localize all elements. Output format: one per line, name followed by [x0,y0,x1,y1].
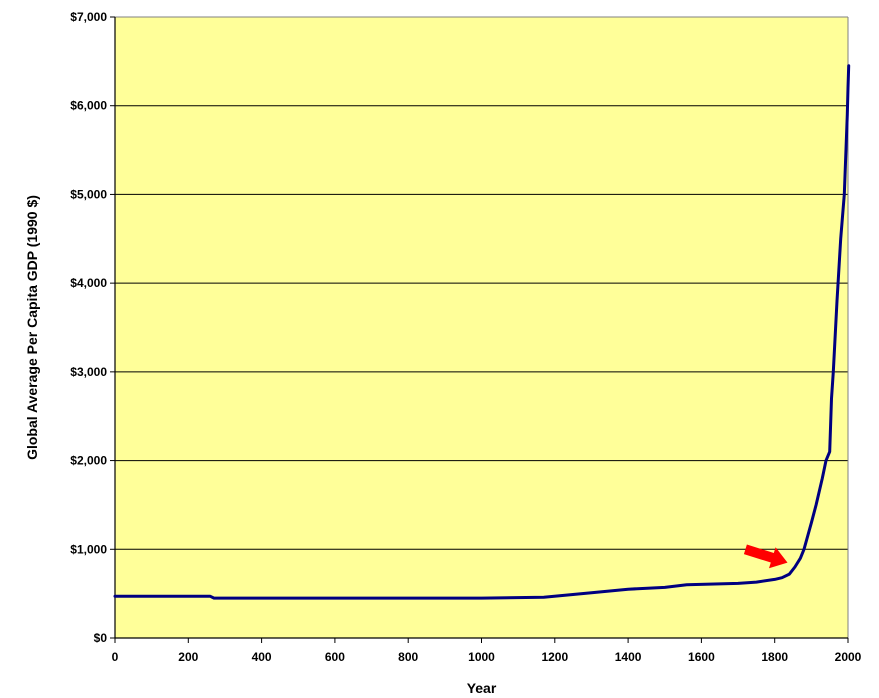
series-line-0 [113,64,851,600]
x-tick-label-8: 1600 [688,650,715,664]
x-tick-label-0: 0 [112,650,119,664]
y-tick-label-3: $3,000 [70,365,107,379]
x-axis-title: Year [467,680,497,696]
y-tick-label-2: $2,000 [70,454,107,468]
x-tick-label-5: 1000 [468,650,495,664]
x-tick-label-2: 400 [252,650,272,664]
annotation-arrow-0 [743,544,788,569]
y-tick-label-0: $0 [94,631,108,645]
y-tick-label-7: $7,000 [70,10,107,24]
x-tick-label-9: 1800 [761,650,788,664]
x-tick-label-10: 2000 [835,650,862,664]
y-axis-title: Global Average Per Capita GDP (1990 $) [24,195,40,460]
x-tick-label-7: 1400 [615,650,642,664]
y-tick-label-5: $5,000 [70,187,107,201]
y-tick-label-1: $1,000 [70,542,107,556]
x-tick-label-3: 600 [325,650,345,664]
y-tick-label-4: $4,000 [70,276,107,290]
x-tick-label-4: 800 [398,650,418,664]
x-tick-label-6: 1200 [541,650,568,664]
plot-area [115,17,848,638]
y-tick-label-6: $6,000 [70,99,107,113]
x-tick-label-1: 200 [178,650,198,664]
